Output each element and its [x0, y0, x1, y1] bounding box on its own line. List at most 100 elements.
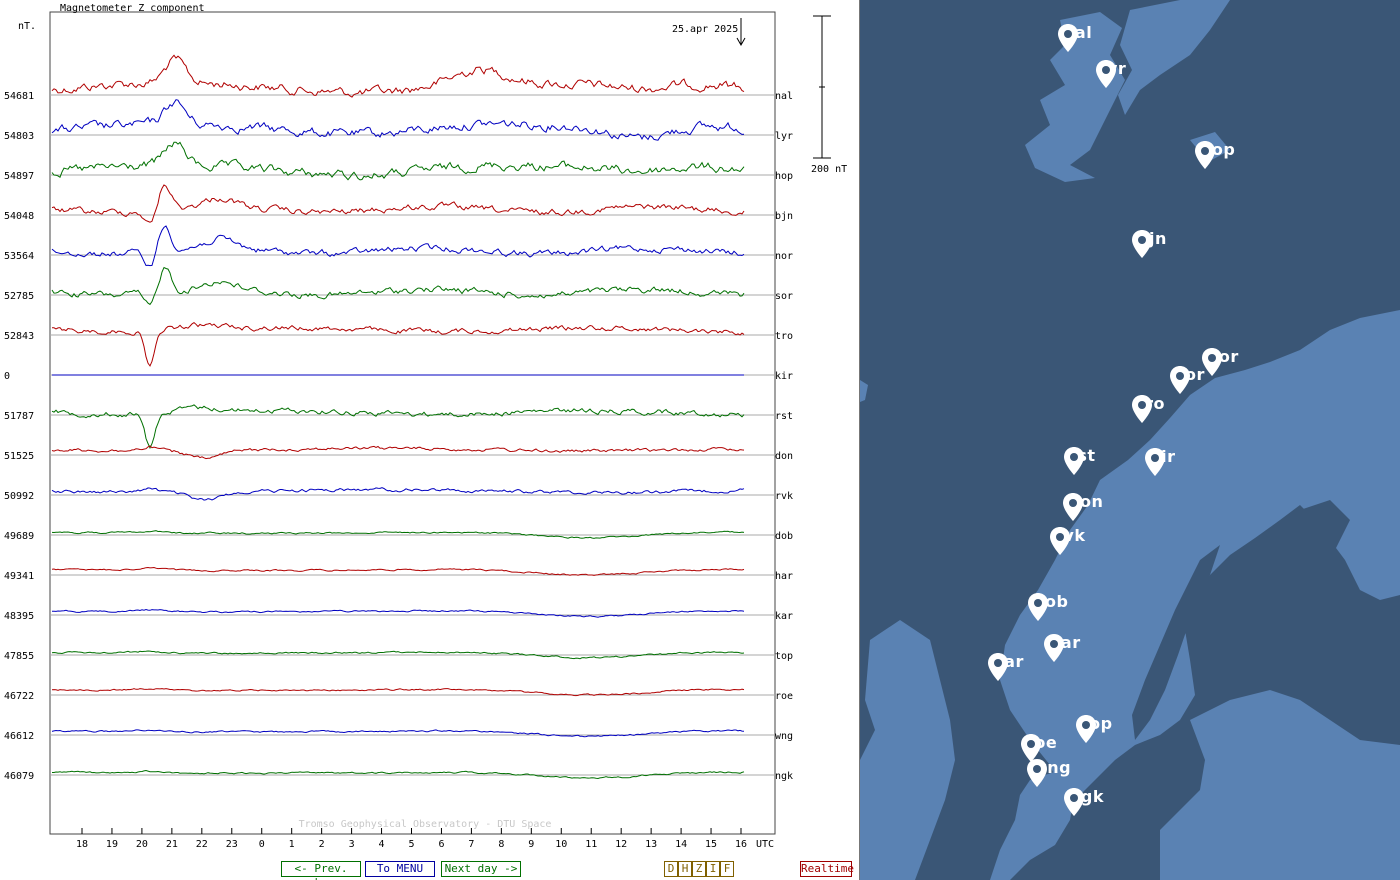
station-label: kar — [775, 611, 793, 622]
component-i-button[interactable]: I — [706, 861, 720, 877]
trace-kar — [52, 608, 745, 618]
trace-sor — [51, 266, 745, 306]
map-pin-icon — [1202, 348, 1222, 376]
x-unit-label: UTC — [756, 839, 774, 850]
x-tick-label: 7 — [468, 839, 474, 850]
watermark: Tromso Geophysical Observatory - DTU Spa… — [299, 819, 552, 830]
trace-rvk — [51, 487, 745, 501]
map-pin-icon — [1044, 634, 1064, 662]
map-pin-icon — [1170, 366, 1190, 394]
map-pin-icon — [988, 653, 1008, 681]
trace-lyr — [51, 99, 745, 141]
baseline-label: 51787 — [4, 411, 34, 422]
trace-tro — [52, 321, 745, 367]
station-marker-nor[interactable]: nor — [1201, 347, 1239, 376]
station-marker-kir[interactable]: kir — [1144, 447, 1176, 476]
realtime-button[interactable]: Realtime — [800, 861, 854, 877]
station-marker-rvk[interactable]: rvk — [1049, 526, 1085, 555]
prev-day-button[interactable]: <- Prev. day — [281, 861, 361, 880]
baseline-label: 49341 — [4, 571, 34, 582]
station-marker-sor[interactable]: sor — [1169, 365, 1205, 394]
station-marker-kar[interactable]: kar — [987, 652, 1024, 681]
baseline-label: 46612 — [4, 731, 34, 742]
component-f-button[interactable]: F — [720, 861, 734, 877]
baseline-label: 50992 — [4, 491, 34, 502]
station-label: wng — [775, 731, 793, 742]
baseline-label: 49689 — [4, 531, 34, 542]
station-label: hop — [775, 171, 793, 182]
x-tick-label: 16 — [735, 839, 747, 850]
map-pin-icon — [1028, 593, 1048, 621]
magnetometer-chart: Magnetometer Z component nT. 25.apr 2025… — [4, 3, 847, 850]
trace-nal — [51, 54, 745, 98]
baseline-label: 47855 — [4, 651, 34, 662]
x-tick-label: 22 — [196, 839, 208, 850]
baseline-label: 46722 — [4, 691, 34, 702]
x-tick-label: 15 — [705, 839, 717, 850]
station-label: dob — [775, 531, 793, 542]
x-tick-label: 10 — [555, 839, 567, 850]
station-label: lyr — [775, 131, 793, 142]
station-marker-wng[interactable]: wng — [1026, 758, 1071, 787]
trace-rst — [51, 404, 745, 450]
station-marker-ngk[interactable]: ngk — [1063, 787, 1104, 816]
x-tick-label: 9 — [528, 839, 534, 850]
map-pin-icon — [1096, 60, 1116, 88]
trace-hop — [51, 141, 745, 181]
map-pin-icon — [1132, 230, 1152, 258]
station-marker-lyr[interactable]: lyr — [1095, 59, 1126, 88]
station-label: rvk — [775, 491, 793, 502]
x-tick-label: 19 — [106, 839, 118, 850]
x-tick-label: 2 — [319, 839, 325, 850]
trace-dob — [51, 530, 745, 539]
baseline-label: 54048 — [4, 211, 34, 222]
station-marker-dob[interactable]: dob — [1027, 592, 1068, 621]
next-day-button[interactable]: Next day -> — [441, 861, 521, 877]
x-tick-label: 3 — [349, 839, 355, 850]
station-marker-nal[interactable]: nal — [1057, 23, 1092, 52]
station-marker-roe[interactable]: roe — [1020, 733, 1057, 762]
baseline-label: 46079 — [4, 771, 34, 782]
station-marker-tro[interactable]: tro — [1131, 394, 1165, 423]
station-marker-rst[interactable]: rst — [1063, 446, 1096, 475]
trace-roe — [51, 688, 745, 697]
plot-frame — [49, 11, 776, 835]
map-pin-icon — [1064, 788, 1084, 816]
map-pin-icon — [1076, 715, 1096, 743]
station-label: top — [775, 651, 793, 662]
station-marker-har[interactable]: har — [1043, 633, 1081, 662]
component-z-button[interactable]: Z — [692, 861, 706, 877]
x-tick-label: 4 — [379, 839, 385, 850]
trace-don — [51, 445, 745, 460]
station-label: kir — [775, 371, 793, 382]
trace-top — [51, 650, 745, 660]
map-pin-icon — [1064, 447, 1084, 475]
scale-bar — [813, 15, 831, 159]
map-pin-icon — [1058, 24, 1078, 52]
trace-ngk — [52, 769, 745, 780]
station-marker-don[interactable]: don — [1062, 492, 1103, 521]
x-tick-label: 21 — [166, 839, 178, 850]
magnetometer-panel: Magnetometer Z component nT. 25.apr 2025… — [4, 0, 860, 880]
station-marker-hop[interactable]: hop — [1194, 140, 1235, 169]
chart-title: Magnetometer Z component — [60, 3, 205, 14]
station-label: tro — [775, 331, 793, 342]
station-label: don — [775, 451, 793, 462]
x-tick-label: 14 — [675, 839, 687, 850]
station-marker-top[interactable]: top — [1075, 714, 1113, 743]
x-tick-label: 1 — [289, 839, 295, 850]
trace-har — [51, 566, 745, 576]
station-label: nal — [775, 91, 793, 102]
component-d-button[interactable]: D — [664, 861, 678, 877]
component-h-button[interactable]: H — [678, 861, 692, 877]
baseline-label: 54897 — [4, 171, 34, 182]
station-marker-bjn[interactable]: bjn — [1131, 229, 1167, 258]
menu-button[interactable]: To MENU — [365, 861, 435, 877]
x-tick-label: 8 — [498, 839, 504, 850]
map-pin-icon — [1027, 759, 1047, 787]
baseline-label: 0 — [4, 371, 10, 382]
station-label: ngk — [775, 771, 793, 782]
map-pin-icon — [1132, 395, 1152, 423]
x-tick-label: 13 — [645, 839, 657, 850]
station-label: sor — [775, 291, 793, 302]
